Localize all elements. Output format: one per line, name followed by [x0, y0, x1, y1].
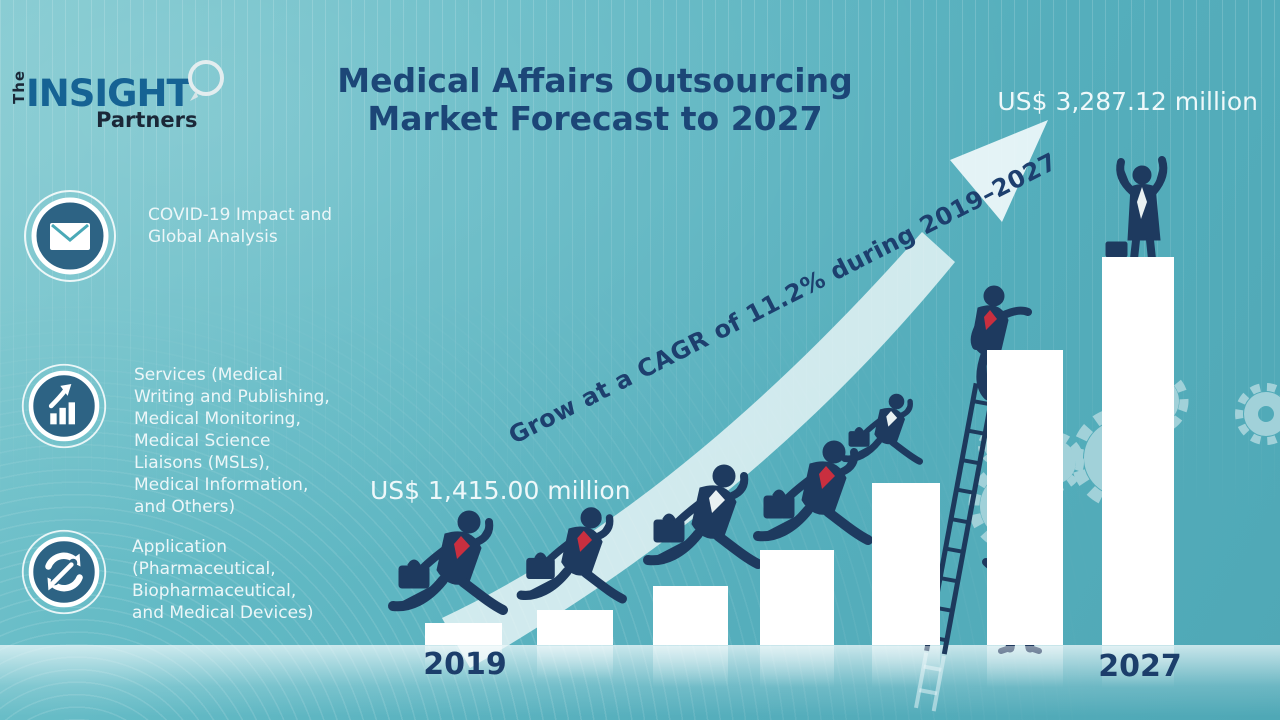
x-label-2027: 2027 — [1098, 649, 1182, 684]
insight-partners-logo: The INSIGHT Partners — [8, 46, 238, 132]
bullet-services: Services (Medical Writing and Publishing… — [20, 362, 330, 518]
bullet-covid: COVID-19 Impact and Global Analysis — [22, 188, 332, 284]
growth-chart-icon — [21, 363, 107, 449]
process-sync-icon — [21, 529, 107, 615]
chart-bar-1 — [425, 623, 502, 645]
bullet-application: Application (Pharmaceutical, Biopharmace… — [20, 528, 314, 624]
chart-bar-3 — [653, 586, 728, 645]
chart-bar-4 — [760, 550, 834, 645]
bullet-application-text: Application (Pharmaceutical, Biopharmace… — [132, 537, 314, 623]
magnifier-icon — [188, 60, 224, 101]
chart-bar-reflection-4 — [760, 646, 834, 688]
logo-word-partners: Partners — [96, 108, 198, 132]
chart-bar-5 — [872, 483, 940, 645]
chart-bar-reflection-1 — [425, 646, 502, 671]
value-label-2019: US$ 1,415.00 million — [370, 476, 631, 505]
chart-bar-reflection-7 — [1102, 646, 1174, 688]
chart-bar-7 — [1102, 257, 1174, 645]
value-label-2027: US$ 3,287.12 million — [997, 87, 1258, 116]
chart-bar-reflection-2 — [537, 646, 613, 679]
chart-bar-reflection-6 — [987, 646, 1063, 688]
bullet-covid-text: COVID-19 Impact and Global Analysis — [148, 205, 333, 247]
chart-bar-2 — [537, 610, 613, 645]
chart-bar-6 — [987, 350, 1063, 645]
bullet-services-text: Services (Medical Writing and Publishing… — [134, 365, 330, 517]
title-line1: Medical Affairs Outsourcing — [337, 61, 853, 100]
title-line2: Market Forecast to 2027 — [367, 99, 823, 138]
x-label-2019: 2019 — [423, 647, 507, 682]
logo-word-insight: INSIGHT — [26, 72, 192, 115]
chart-bar-reflection-3 — [653, 646, 728, 688]
chart-bar-reflection-5 — [872, 646, 940, 688]
envelope-icon — [24, 190, 116, 282]
page-title: Medical Affairs Outsourcing Market Forec… — [290, 62, 900, 138]
